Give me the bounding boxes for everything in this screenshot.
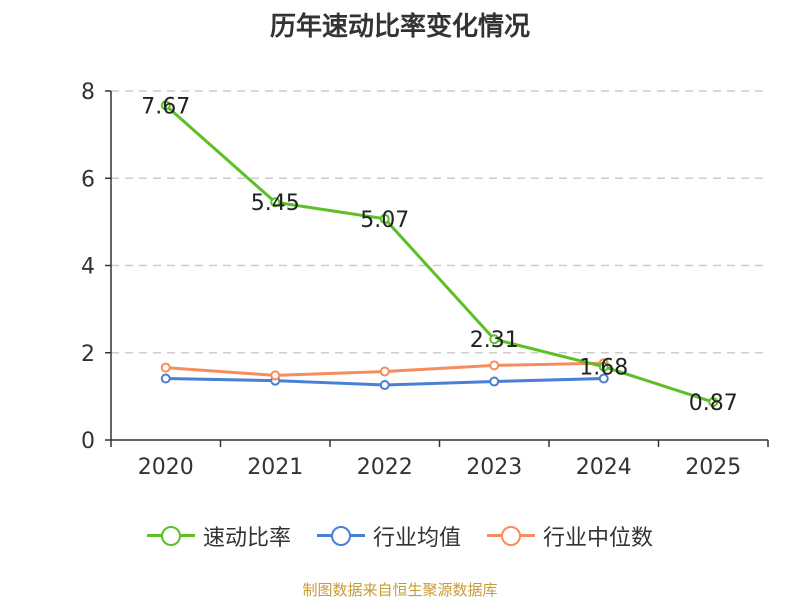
legend-label: 行业均值 [372, 526, 461, 551]
legend-label: 速动比率 [202, 526, 291, 551]
x-tick-label: 2022 [357, 455, 413, 480]
grid-layer [111, 90, 768, 354]
data-point [489, 334, 500, 345]
y-tick-label: 8 [81, 80, 95, 105]
data-label: 1.68 [579, 356, 628, 381]
data-point [379, 366, 390, 377]
legend-marker-icon [316, 524, 365, 548]
legend-marker-icon [146, 524, 195, 548]
data-label: 0.87 [689, 391, 738, 416]
data-point [489, 360, 500, 371]
legend-item[interactable]: 行业均值 [316, 520, 461, 552]
data-point [270, 197, 281, 208]
data-label: 2.31 [470, 328, 519, 353]
data-label: 7.67 [141, 94, 190, 119]
chart-title: 历年速动比率变化情况 [269, 12, 530, 42]
data-point [270, 370, 281, 381]
series-layer [160, 100, 719, 408]
series-line [164, 104, 714, 404]
data-point [708, 397, 719, 408]
legend-item[interactable]: 行业中位数 [487, 520, 653, 552]
x-tick-label: 2025 [685, 455, 741, 480]
legend-marker-icon [487, 524, 535, 548]
data-point [379, 380, 390, 391]
data-point [598, 361, 609, 372]
y-tick-label: 6 [81, 167, 95, 192]
data-point [160, 100, 171, 111]
legend: 速动比率 行业均值 行业中位数 [0, 520, 800, 552]
legend-item[interactable]: 速动比率 [146, 520, 291, 552]
source-note: 制图数据来自恒生聚源数据库 [302, 581, 498, 599]
data-label: 5.07 [360, 208, 409, 233]
data-point [160, 373, 171, 384]
legend-label: 行业中位数 [543, 526, 654, 551]
data-point [598, 373, 609, 384]
label-layer: 7.67 5.45 5.07 2.31 1.68 0.87 [141, 94, 737, 416]
data-point [160, 362, 171, 373]
x-tick-label: 2020 [138, 455, 194, 480]
x-tick-label: 2021 [247, 455, 303, 480]
y-tick-label: 2 [81, 342, 95, 367]
y-tick-label: 0 [81, 429, 95, 454]
x-tick-label: 2024 [576, 455, 632, 480]
axis-layer: 0 2 4 6 8 2020 2021 2022 2023 2024 2025 [81, 80, 769, 480]
data-point [379, 213, 390, 224]
x-tick-label: 2023 [466, 455, 522, 480]
data-label: 5.45 [251, 191, 300, 216]
y-tick-label: 4 [81, 255, 95, 280]
data-point [489, 376, 500, 387]
